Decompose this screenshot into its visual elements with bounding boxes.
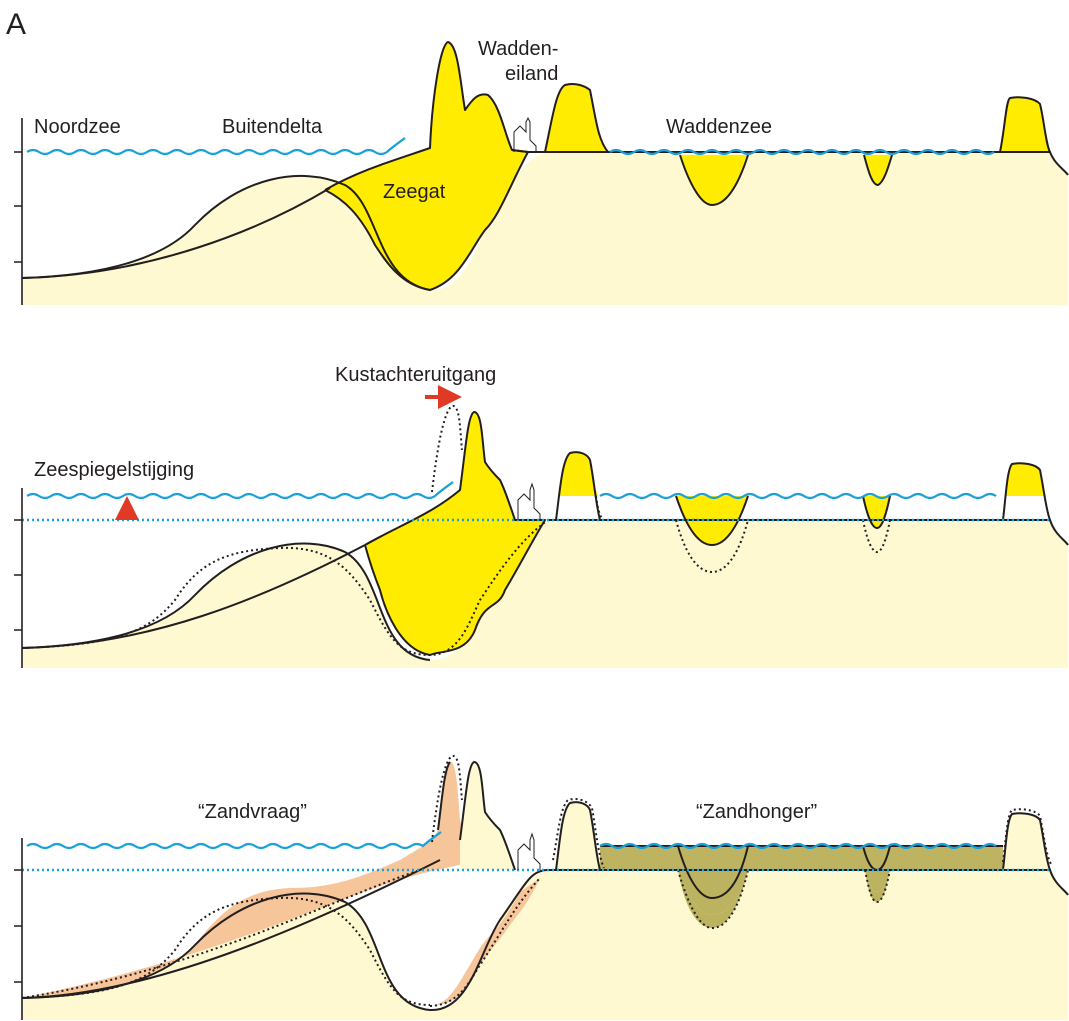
- seabed-sand: [22, 152, 1068, 305]
- seabed-sand: [22, 520, 1068, 668]
- house-icon: [517, 482, 541, 520]
- panel-letter: A: [6, 8, 26, 41]
- original-profile: [21, 519, 1050, 657]
- label-waddeneiland-line2: eiland: [505, 63, 558, 85]
- panel-1: Noordzee Buitendelta Zeegat Wadden- eila…: [14, 38, 1069, 305]
- zeegat-channel: [365, 412, 545, 655]
- depth-axis: [14, 488, 23, 668]
- house-icon: [513, 116, 537, 152]
- sand-demand-area: [22, 761, 478, 998]
- depth-axis: [14, 838, 23, 1020]
- label-noordzee: Noordzee: [34, 116, 121, 138]
- panel-2: Kustachteruitgang Zeespiegelstijging: [14, 364, 1069, 668]
- buitendelta-outline: [21, 174, 431, 291]
- sea-surface: [26, 481, 454, 500]
- label-waddeneiland-line1: Wadden-: [478, 38, 558, 60]
- right-island-dune: [1000, 97, 1050, 152]
- sea-surface: [26, 831, 442, 850]
- label-kustachteruitgang: Kustachteruitgang: [335, 364, 496, 386]
- label-waddenzee: Waddenzee: [666, 116, 772, 138]
- label-buitendelta: Buitendelta: [222, 116, 323, 138]
- sea-surface-north-sea: [26, 137, 406, 156]
- zeegat-outline: [364, 411, 546, 656]
- tidal-channel-small: [864, 155, 892, 185]
- zeegat-outline: [324, 41, 529, 291]
- label-zandvraag: “Zandvraag”: [198, 801, 307, 823]
- panel-3: “Zandvraag” “Zandhonger”: [14, 755, 1069, 1020]
- zeegat-channel: [325, 42, 528, 290]
- depth-axis: [14, 118, 23, 305]
- equilibrium-profile: [21, 187, 331, 279]
- wadden-island-dune: [545, 83, 608, 152]
- sea-surface-waddenzee: [609, 148, 995, 156]
- house-icon: [517, 832, 541, 870]
- label-zeespiegelstijging: Zeespiegelstijging: [34, 459, 194, 481]
- label-zandhonger: “Zandhonger”: [696, 801, 817, 823]
- label-zeegat: Zeegat: [383, 181, 446, 203]
